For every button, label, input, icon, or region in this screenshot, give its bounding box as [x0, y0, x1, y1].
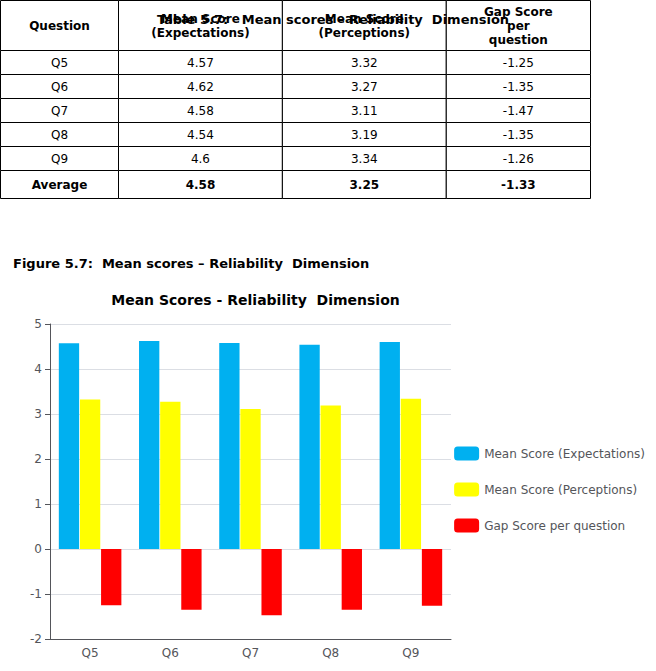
svg-text:4.57: 4.57	[187, 56, 214, 70]
svg-text:3: 3	[34, 407, 42, 421]
svg-text:4.62: 4.62	[187, 80, 214, 94]
svg-text:3.32: 3.32	[351, 56, 378, 70]
svg-text:Gap Score: Gap Score	[484, 4, 553, 19]
svg-text:Q7: Q7	[51, 104, 68, 118]
svg-text:Q6: Q6	[51, 80, 68, 94]
svg-text:Q7: Q7	[242, 646, 259, 660]
svg-text:Q8: Q8	[51, 128, 68, 142]
svg-text:Q8: Q8	[322, 646, 339, 660]
svg-text:Mean Score (Expectations): Mean Score (Expectations)	[484, 447, 645, 461]
svg-text:3.11: 3.11	[351, 104, 378, 118]
svg-text:Mean Scores - Reliability Dim: Mean Scores - Reliability Dimension	[111, 292, 400, 308]
svg-text:Average: Average	[32, 178, 88, 192]
svg-text:Table 5.7: Mean scores – Rel: Table 5.7: Mean scores – Reliability Dim…	[157, 12, 509, 27]
svg-text:5: 5	[34, 317, 42, 331]
svg-text:4: 4	[34, 362, 42, 376]
svg-text:(Expectations): (Expectations)	[151, 26, 249, 40]
svg-text:-1.25: -1.25	[503, 56, 534, 70]
svg-text:2: 2	[34, 452, 42, 466]
svg-text:-1.26: -1.26	[503, 152, 534, 166]
svg-text:-1.35: -1.35	[503, 80, 534, 94]
svg-text:4.58: 4.58	[186, 178, 216, 192]
svg-text:1: 1	[34, 497, 42, 511]
svg-text:Q6: Q6	[162, 646, 179, 660]
svg-text:-1.47: -1.47	[503, 104, 534, 118]
svg-text:(Perceptions): (Perceptions)	[319, 26, 410, 40]
svg-text:-1.33: -1.33	[501, 178, 536, 192]
svg-text:Q9: Q9	[51, 152, 68, 166]
svg-text:Q5: Q5	[82, 646, 99, 660]
svg-text:4.58: 4.58	[187, 104, 214, 118]
svg-text:4.6: 4.6	[191, 152, 210, 166]
svg-text:question: question	[489, 33, 548, 47]
svg-text:-1: -1	[30, 587, 42, 601]
svg-text:Mean Score (Perceptions): Mean Score (Perceptions)	[484, 483, 637, 497]
svg-text:Q5: Q5	[51, 56, 68, 70]
svg-text:3.27: 3.27	[351, 80, 378, 94]
svg-text:0: 0	[34, 542, 42, 556]
svg-text:-1.35: -1.35	[503, 128, 534, 142]
svg-text:Q9: Q9	[402, 646, 419, 660]
svg-text:4.54: 4.54	[187, 128, 214, 142]
svg-text:Question: Question	[29, 19, 90, 33]
svg-text:3.19: 3.19	[351, 128, 378, 142]
svg-text:per: per	[507, 19, 530, 33]
svg-text:Gap Score per question: Gap Score per question	[484, 519, 625, 533]
svg-text:Figure 5.7: Mean scores – Rel: Figure 5.7: Mean scores – Reliability Di…	[13, 256, 369, 271]
svg-text:3.34: 3.34	[351, 152, 378, 166]
svg-text:-2: -2	[30, 632, 42, 646]
svg-text:3.25: 3.25	[350, 178, 380, 192]
